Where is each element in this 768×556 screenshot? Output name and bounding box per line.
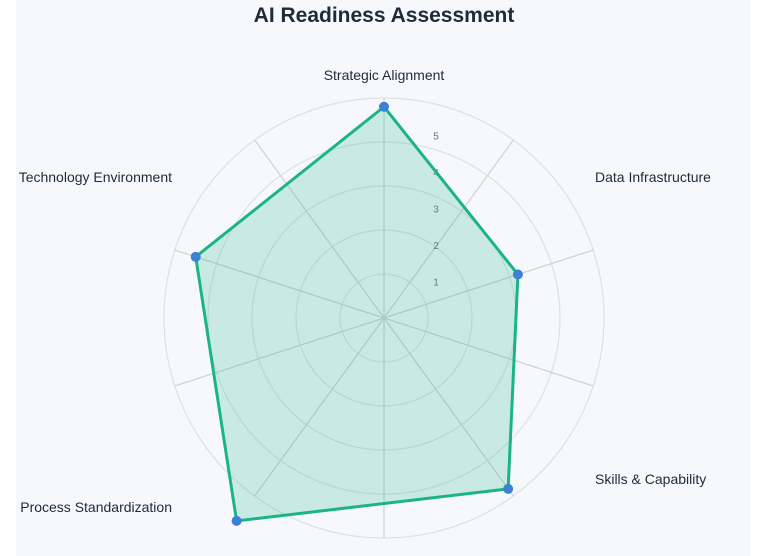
axis-label: Process Standardization: [20, 499, 172, 515]
tick-label: 2: [433, 241, 439, 252]
axis-label: Data Infrastructure: [595, 169, 711, 185]
axis-label: Strategic Alignment: [324, 67, 445, 83]
chart-background: [16, 0, 750, 556]
tick-label: 1: [433, 277, 439, 288]
tick-label: 5: [433, 131, 439, 142]
series-area: [194, 105, 520, 523]
axis-line: [174, 249, 594, 387]
axis-label: Technology Environment: [19, 169, 172, 185]
chart-title: AI Readiness Assessment: [253, 4, 515, 27]
data-point: [190, 251, 201, 262]
data-point: [512, 269, 523, 280]
data-point: [231, 515, 242, 526]
data-point: [379, 101, 389, 112]
axis-label: Skills & Capability: [595, 471, 706, 487]
data-point: [503, 483, 514, 494]
tick-label: 3: [433, 204, 439, 215]
